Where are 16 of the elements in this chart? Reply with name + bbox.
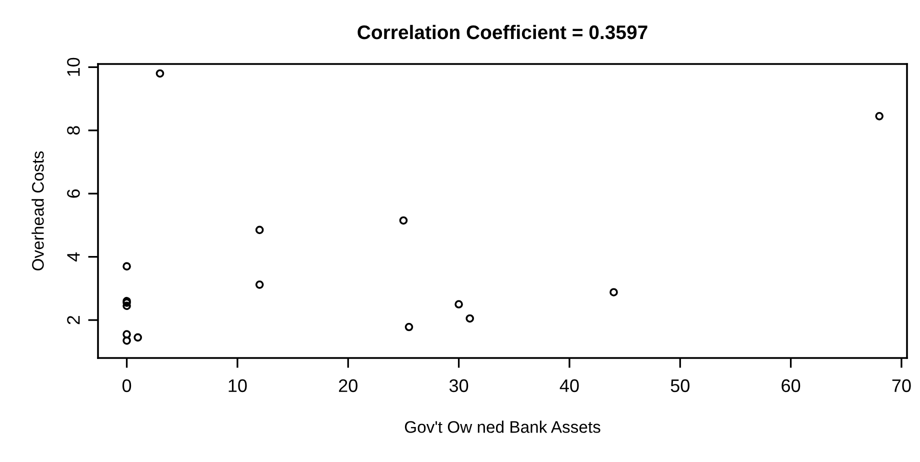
x-tick-label: 40 <box>560 379 579 392</box>
x-tick-label: 10 <box>228 379 247 392</box>
x-tick-label: 30 <box>449 379 468 392</box>
y-axis-title: Overhead Costs <box>32 151 44 270</box>
x-tick-label: 0 <box>122 379 132 392</box>
chart-title: Correlation Coefficient = 0.3597 <box>358 24 648 40</box>
x-tick-label: 70 <box>892 379 911 392</box>
y-tick-label: 4 <box>67 252 80 262</box>
x-tick-label: 60 <box>782 379 800 392</box>
x-tick-label: 20 <box>338 379 358 392</box>
y-tick-label: 10 <box>67 58 80 76</box>
y-tick-label: 6 <box>67 189 80 198</box>
x-tick-label: 50 <box>670 379 690 392</box>
x-axis-title: Gov't Ow ned Bank Assets <box>404 420 600 433</box>
y-tick-label: 8 <box>67 126 80 135</box>
y-tick-label: 2 <box>67 316 80 324</box>
